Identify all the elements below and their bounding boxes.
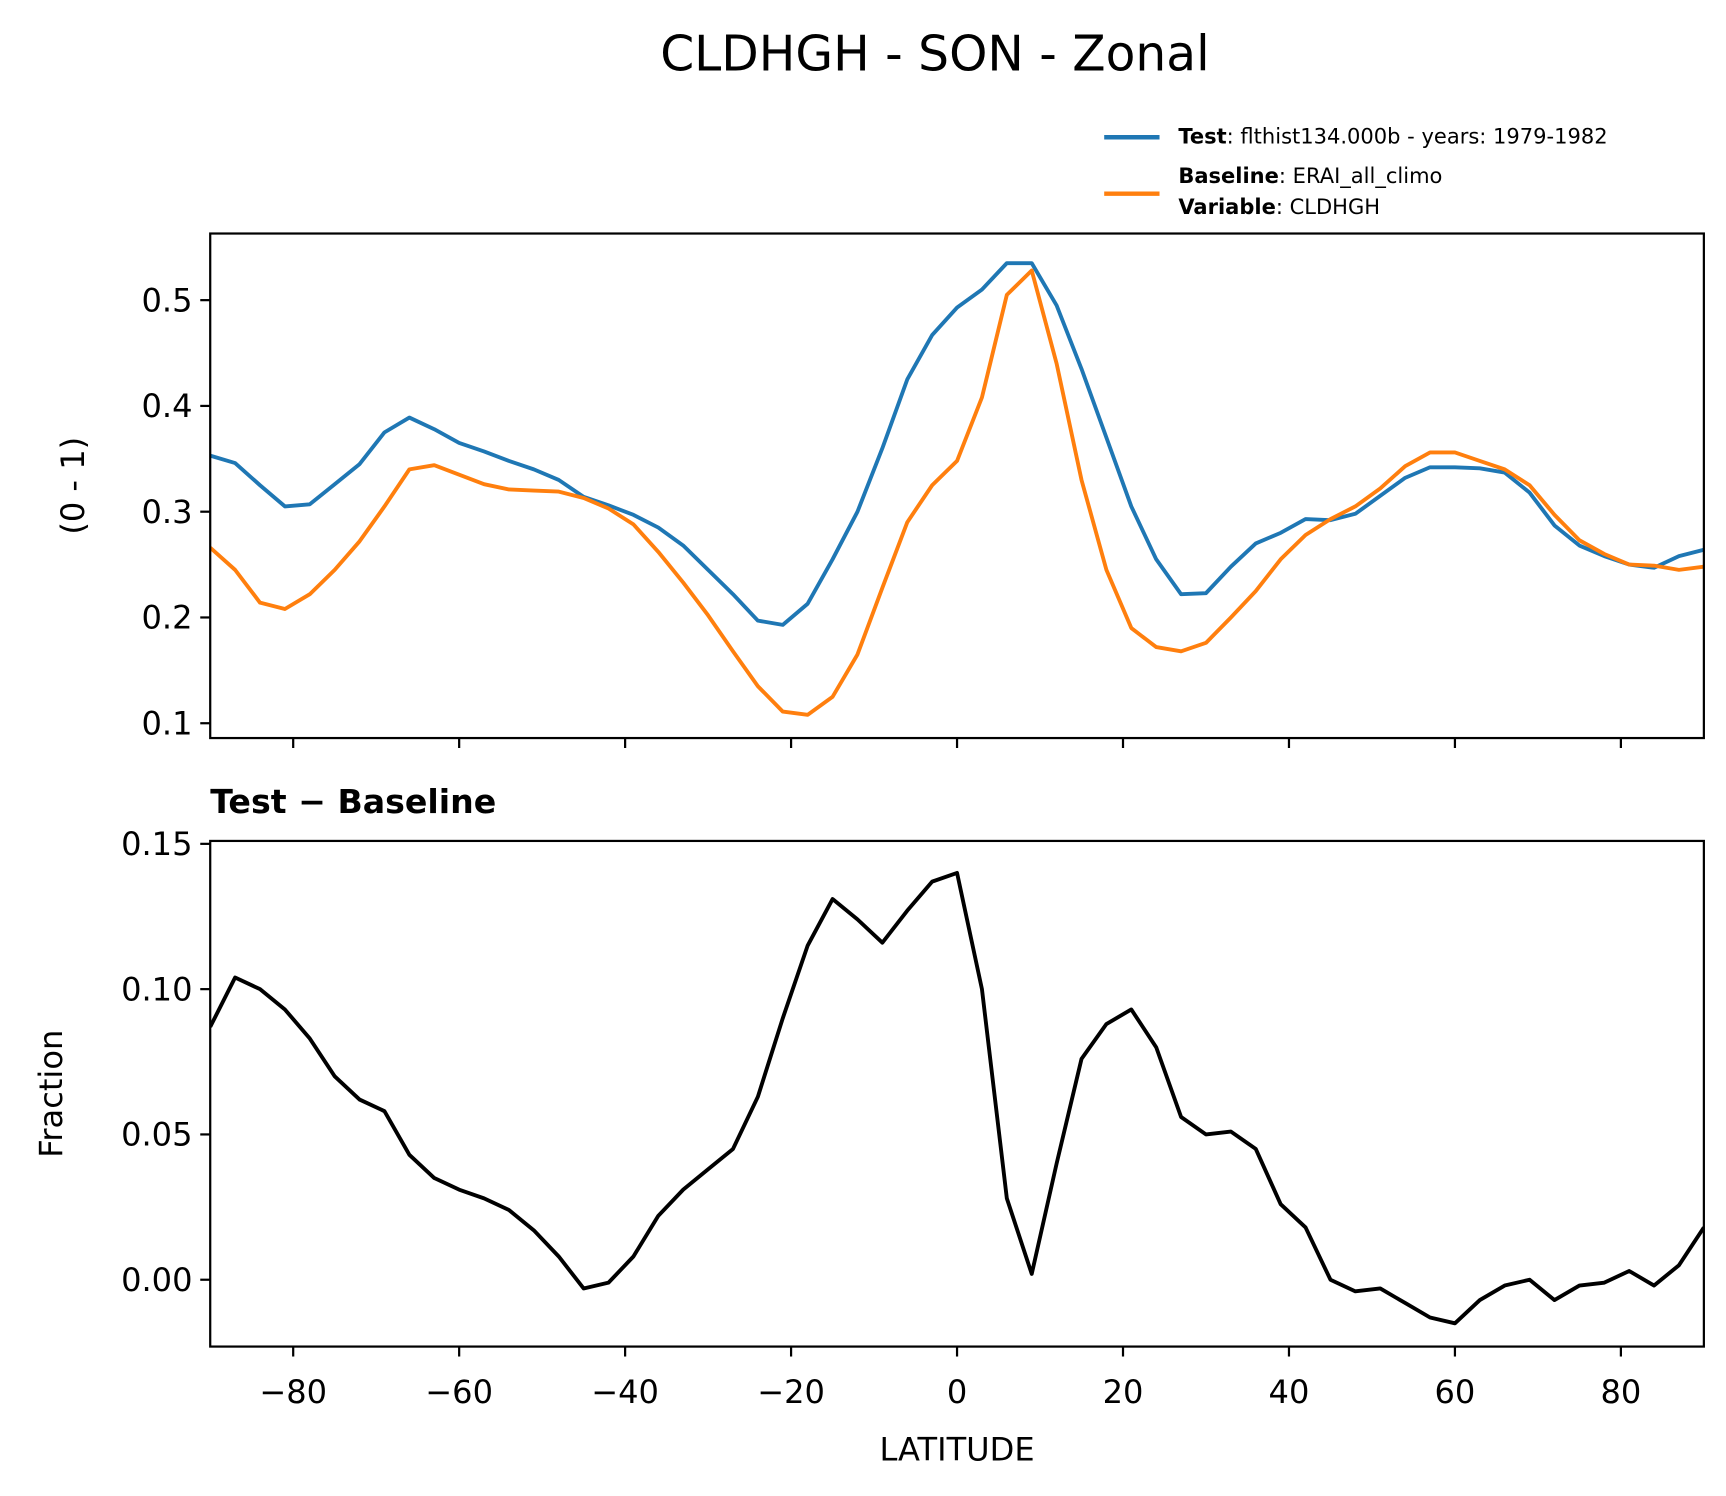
x-tick-label: −40	[591, 1373, 659, 1411]
x-tick-label: 20	[1103, 1373, 1144, 1411]
legend-text: Test: flthist134.000b - years: 1979-1982	[1178, 123, 1607, 148]
figure-title: CLDHGH - SON - Zonal	[660, 27, 1209, 83]
legend-label: : flthist134.000b - years: 1979-1982	[1227, 123, 1608, 148]
legend-name: Test	[1178, 123, 1226, 148]
y-tick-label: 0.10	[121, 970, 192, 1008]
data-line	[210, 268, 1704, 717]
legend-text: Variable: CLDHGH	[1178, 194, 1380, 219]
x-tick-label: 0	[947, 1373, 967, 1411]
x-tick-label: −60	[425, 1373, 493, 1411]
legend-name: Baseline	[1178, 163, 1279, 188]
legend-label: : CLDHGH	[1276, 194, 1380, 219]
x-tick-label: 60	[1435, 1373, 1476, 1411]
data-line	[210, 261, 1704, 627]
y-axis-label: (0 - 1)	[54, 437, 92, 535]
x-axis-label: LATITUDE	[879, 1431, 1034, 1469]
y-tick-label: 0.00	[121, 1261, 192, 1299]
y-tick-label: 0.15	[121, 825, 192, 863]
x-tick-label: −20	[757, 1373, 825, 1411]
subplot-title: Test − Baseline	[210, 782, 496, 821]
y-tick-label: 0.05	[121, 1116, 192, 1154]
y-tick-label: 0.5	[141, 281, 192, 319]
x-tick-label: 80	[1600, 1373, 1641, 1411]
y-tick-label: 0.4	[141, 387, 192, 425]
y-tick-label: 0.1	[141, 704, 192, 742]
y-axis-label: Fraction	[32, 1030, 70, 1158]
x-tick-label: 40	[1269, 1373, 1310, 1411]
legend-text: Baseline: ERAI_all_climo	[1178, 163, 1442, 188]
x-tick-label: −80	[259, 1373, 327, 1411]
legend-name: Variable	[1178, 194, 1276, 219]
plot-area	[210, 261, 1704, 717]
plot-area	[210, 870, 1704, 1326]
y-tick-label: 0.2	[141, 599, 192, 637]
y-tick-label: 0.3	[141, 493, 192, 531]
legend-label: : ERAI_all_climo	[1279, 163, 1443, 188]
data-line	[210, 870, 1704, 1326]
